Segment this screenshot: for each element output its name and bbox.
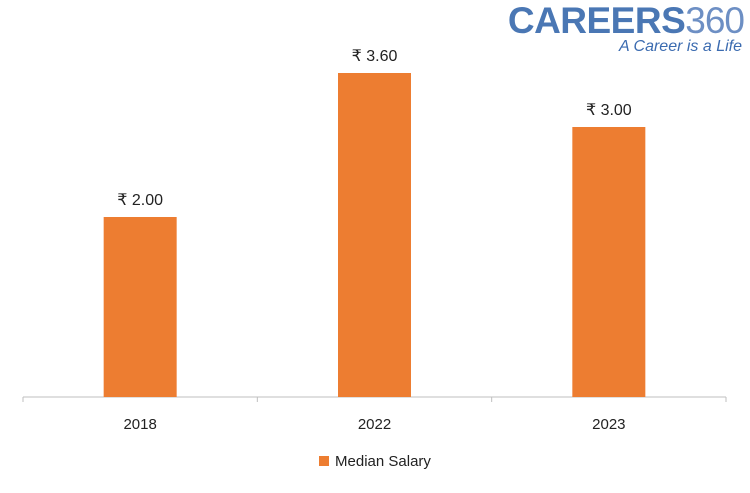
logo-number: 360 — [685, 0, 745, 41]
logo-wordmark: CAREERS360 — [507, 0, 745, 41]
logo-word: CAREERS — [507, 0, 686, 41]
data-label: ₹ 3.60 — [352, 48, 398, 65]
x-tick-label: 2023 — [592, 416, 625, 433]
logo-tagline: A Career is a Life — [618, 38, 742, 55]
data-label: ₹ 2.00 — [117, 192, 163, 209]
legend-swatch — [319, 456, 330, 466]
legend: Median Salary — [0, 453, 750, 470]
bar — [572, 127, 646, 397]
bar — [338, 73, 411, 397]
x-tick-label: 2022 — [358, 416, 391, 433]
bar — [103, 217, 177, 397]
data-label: ₹ 3.00 — [586, 102, 632, 119]
x-tick-label: 2018 — [123, 416, 156, 433]
legend-label: Median Salary — [335, 453, 431, 470]
careers360-logo: CAREERS360 A Career is a Life — [507, 0, 745, 56]
